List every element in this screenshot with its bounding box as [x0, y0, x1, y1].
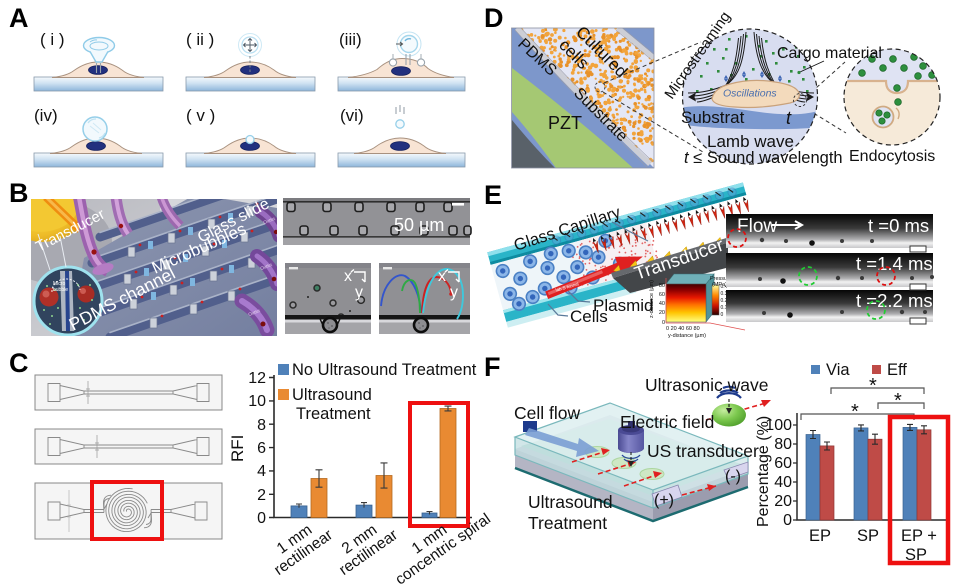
svg-text:(-): (-)	[725, 468, 741, 485]
svg-text:SP: SP	[905, 546, 927, 564]
svg-text:Ultrasonic wave: Ultrasonic wave	[645, 375, 769, 395]
svg-text:Endocytosis: Endocytosis	[849, 148, 935, 165]
svg-text:( i ): ( i )	[40, 30, 65, 49]
svg-text:Treatment: Treatment	[528, 513, 607, 533]
svg-text:*: *	[851, 401, 859, 423]
svg-text:(iii): (iii)	[339, 30, 362, 49]
svg-text:t ≤ Sound wavelength: t ≤ Sound wavelength	[684, 149, 843, 167]
svg-text:Outlet: Outlet	[263, 216, 277, 225]
svg-text:6: 6	[257, 440, 266, 457]
svg-text:z-distance (µm): z-distance (µm)	[649, 280, 655, 318]
svg-text:*: *	[869, 375, 877, 397]
svg-text:SP: SP	[857, 527, 879, 545]
svg-text:0: 0	[662, 320, 665, 326]
svg-text:Cell flow: Cell flow	[514, 403, 580, 423]
svg-text:0 20 40 60 80: 0 20 40 60 80	[666, 326, 700, 332]
svg-text:EP: EP	[809, 527, 831, 545]
svg-text:t: t	[786, 108, 792, 128]
svg-text:x: x	[344, 268, 352, 285]
svg-text:*: *	[894, 390, 902, 412]
svg-text:80: 80	[774, 436, 792, 453]
svg-text:20: 20	[659, 310, 665, 316]
svg-text:( v ): ( v )	[186, 106, 215, 125]
svg-text:PZT: PZT	[548, 113, 582, 133]
svg-text:40: 40	[774, 474, 792, 491]
svg-text:x: x	[438, 268, 446, 285]
svg-text:(MPa): (MPa)	[712, 282, 727, 288]
svg-text:Pressure: Pressure	[710, 276, 732, 282]
svg-text:y: y	[355, 284, 363, 301]
svg-text:t =2.2 ms: t =2.2 ms	[856, 290, 933, 311]
svg-text:Treatment: Treatment	[296, 405, 371, 423]
svg-text:60: 60	[774, 455, 792, 472]
svg-text:0.4: 0.4	[721, 284, 728, 290]
svg-text:40: 40	[659, 301, 665, 307]
svg-text:Micro: Micro	[53, 281, 65, 287]
svg-text:Percentage (%): Percentage (%)	[755, 416, 772, 527]
svg-text:Flow: Flow	[737, 216, 777, 237]
svg-text:t =1.4 ms: t =1.4 ms	[856, 253, 933, 274]
svg-text:bubble: bubble	[53, 287, 68, 293]
svg-text:RFI: RFI	[228, 435, 247, 462]
svg-text:0.3: 0.3	[721, 291, 728, 297]
svg-text:US transducer: US transducer	[647, 441, 759, 461]
svg-text:Eff: Eff	[887, 361, 907, 379]
svg-text:Plasmid: Plasmid	[593, 296, 653, 315]
svg-text:0: 0	[721, 312, 724, 318]
svg-text:Ultrasound: Ultrasound	[292, 386, 372, 404]
svg-text:Outlet: Outlet	[248, 308, 262, 317]
svg-text:(vi): (vi)	[340, 106, 364, 125]
svg-text:(iv): (iv)	[34, 106, 58, 125]
svg-text:0.2: 0.2	[721, 298, 728, 304]
svg-text:50 µm: 50 µm	[394, 215, 444, 235]
svg-text:60: 60	[659, 292, 665, 298]
svg-text:Cells: Cells	[570, 307, 608, 326]
svg-text:0.1: 0.1	[721, 305, 728, 311]
svg-text:80: 80	[659, 283, 665, 289]
svg-text:8: 8	[257, 417, 266, 434]
svg-text:Lamb wave: Lamb wave	[707, 132, 794, 151]
svg-text:EP +: EP +	[901, 527, 937, 545]
svg-text:Electric field: Electric field	[620, 412, 714, 432]
svg-text:(+): (+)	[654, 492, 674, 509]
svg-text:0: 0	[783, 512, 792, 529]
svg-text:Cargo material: Cargo material	[777, 45, 882, 62]
svg-text:Ultrasound: Ultrasound	[528, 492, 613, 512]
svg-text:Oscillations: Oscillations	[723, 88, 777, 100]
svg-text:Substrat: Substrat	[681, 108, 745, 127]
svg-text:0: 0	[257, 510, 266, 527]
svg-text:Via: Via	[826, 361, 850, 379]
svg-text:lab S funnel: lab S funnel	[555, 281, 579, 292]
svg-text:Outlet: Outlet	[260, 262, 274, 271]
svg-text:t =0 ms: t =0 ms	[868, 215, 929, 236]
svg-text:( ii ): ( ii )	[186, 30, 214, 49]
svg-text:20: 20	[774, 493, 792, 510]
svg-text:4: 4	[257, 463, 266, 480]
svg-text:2: 2	[257, 487, 266, 504]
svg-text:No Ultrasound Treatment: No Ultrasound Treatment	[292, 361, 477, 379]
svg-text:100: 100	[765, 417, 792, 434]
svg-text:y-distance (µm): y-distance (µm)	[668, 333, 706, 339]
svg-text:12: 12	[248, 370, 266, 387]
svg-text:y: y	[450, 284, 458, 301]
svg-text:10: 10	[248, 393, 266, 410]
